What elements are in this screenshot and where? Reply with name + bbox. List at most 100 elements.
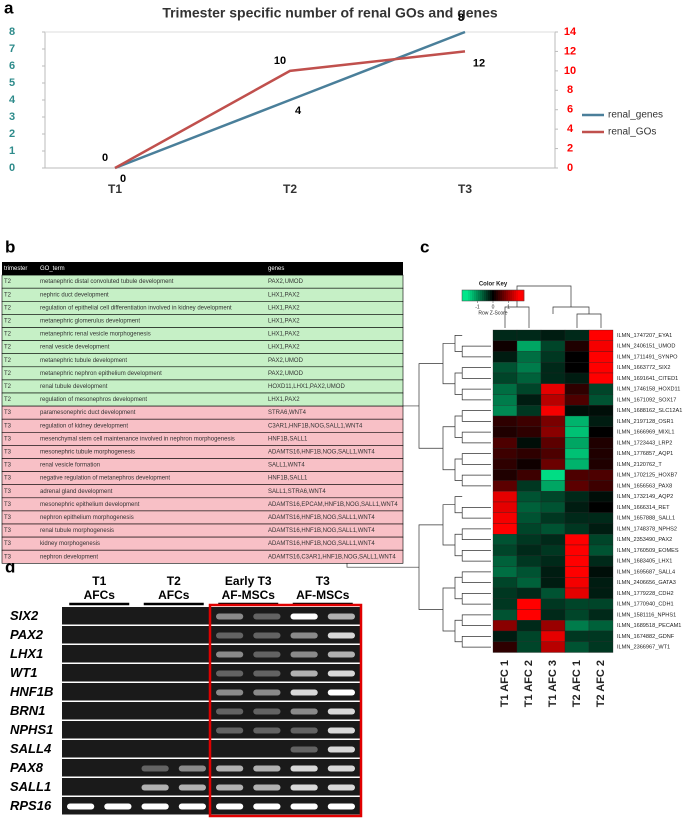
- table-cell: adrenal gland development: [40, 489, 113, 495]
- gene-label: PAX2: [10, 627, 44, 642]
- dendrogram: [442, 587, 455, 632]
- gene-label: SIX2: [10, 608, 39, 623]
- gel-band: [216, 670, 244, 677]
- dendrogram: [461, 410, 491, 422]
- heatmap-cell: [540, 415, 566, 427]
- heatmap-cell: [588, 598, 614, 610]
- key-swatch: [496, 290, 499, 301]
- dendrogram: [461, 528, 491, 540]
- heatmap-cell: [516, 405, 542, 417]
- table-cell: ADAMTS16,HNF1B,NOG,SALL1,WNT4: [268, 450, 375, 456]
- gel-band: [141, 784, 169, 791]
- table-cell: T2: [4, 384, 12, 390]
- heatmap-cell: [516, 566, 542, 578]
- heatmap-cell: [564, 512, 590, 524]
- heatmap-cell: [588, 383, 614, 395]
- heatmap-cell: [492, 329, 518, 341]
- heatmap-cell: [516, 329, 542, 341]
- panel-label: d: [5, 557, 15, 576]
- table-cell: LHX1,PAX2: [268, 319, 300, 325]
- gel-band: [253, 708, 281, 715]
- row-label: ILMN_2197128_OSR1: [617, 419, 674, 425]
- y2-tick-label: 4: [567, 123, 574, 135]
- heatmap-cell: [588, 641, 614, 653]
- y2-tick-label: 6: [567, 104, 573, 116]
- heatmap-cell: [540, 329, 566, 341]
- heatmap-cell: [516, 534, 542, 546]
- heatmap-cell: [516, 577, 542, 589]
- heatmap-cell: [588, 448, 614, 460]
- dendrogram: [442, 426, 455, 471]
- row-label: ILMN_1657888_SALL1: [617, 516, 675, 522]
- gene-label: WT1: [10, 665, 37, 680]
- heatmap-cell: [540, 566, 566, 578]
- panel-label: a: [4, 0, 14, 17]
- heatmap-cell: [540, 491, 566, 503]
- heatmap-cell: [492, 630, 518, 642]
- heatmap-cell: [564, 426, 590, 438]
- table-cell: T3: [4, 463, 12, 469]
- gel-band: [327, 632, 355, 639]
- group-label: AF-MSCs: [222, 588, 276, 602]
- heatmap-cell: [540, 620, 566, 632]
- gene-label: BRN1: [10, 703, 45, 718]
- table-cell: T3: [4, 410, 12, 416]
- table-cell: metanephric distal convoluted tubule dev…: [40, 279, 174, 285]
- heatmap-cell: [588, 555, 614, 567]
- key-swatch: [512, 290, 515, 301]
- gel-band: [216, 632, 244, 639]
- heatmap-cell: [588, 351, 614, 363]
- table-cell: PAX2,UMOD: [268, 358, 304, 364]
- table-header-bg: [2, 262, 403, 276]
- heatmap-cell: [564, 630, 590, 642]
- key-swatch: [492, 290, 495, 301]
- heatmap-cell: [588, 362, 614, 374]
- key-tick-label: -1: [475, 304, 480, 310]
- table-cell: LHX1,PAX2: [268, 292, 300, 298]
- heatmap-cell: [588, 523, 614, 535]
- heatmap-cell: [492, 351, 518, 363]
- heatmap-cell: [540, 383, 566, 395]
- row-label: ILMN_1760509_EOMES: [617, 548, 679, 554]
- heatmap-cell: [588, 426, 614, 438]
- heatmap-cell: [540, 555, 566, 567]
- dendrogram: [418, 524, 443, 610]
- heatmap-cell: [588, 630, 614, 642]
- table-cell: ADAMTS16,HNF1B,NOG,SALL1,WNT4: [268, 541, 375, 547]
- row-label: ILMN_2406656_GATA3: [617, 580, 676, 586]
- row-label: ILMN_1695687_SALL4: [617, 569, 675, 575]
- key-swatch: [480, 290, 483, 301]
- gel-band: [253, 689, 281, 696]
- group-label: AFCs: [84, 588, 116, 602]
- table-cell: kidney morphogenesis: [40, 541, 100, 547]
- series-line: [114, 50, 466, 170]
- dendrogram: [461, 593, 491, 605]
- key-swatch: [484, 290, 487, 301]
- heatmap-cell: [492, 620, 518, 632]
- key-swatch: [478, 290, 481, 301]
- key-swatch: [494, 290, 497, 301]
- table-cell: renal vesicle development: [40, 345, 110, 351]
- y2-tick-label: 12: [564, 45, 576, 57]
- heatmap-cell: [516, 448, 542, 460]
- dendrogram: [418, 363, 443, 449]
- table-cell: ADAMTS16,C3AR1,HNF1B,NOG,SALL1,WNT4: [268, 554, 396, 560]
- table-cell: LHX1,PAX2: [268, 305, 300, 311]
- column-label: T1 AFC 2: [523, 660, 535, 707]
- heatmap-cell: [492, 544, 518, 556]
- heatmap-cell: [492, 394, 518, 406]
- gel-band: [290, 651, 318, 658]
- gel-band: [290, 708, 318, 715]
- table-cell: PAX2,UMOD: [268, 371, 304, 377]
- row-label: ILMN_1689518_PECAM1: [617, 623, 681, 629]
- heatmap-cell: [516, 501, 542, 513]
- y2-tick-label: 2: [567, 142, 573, 154]
- heatmap-cell: [492, 501, 518, 513]
- heatmap-cell: [588, 340, 614, 352]
- heatmap-cell: [564, 609, 590, 621]
- table-cell: nephric duct development: [40, 292, 109, 298]
- table-cell: metanephric tubule development: [40, 358, 127, 364]
- heatmap-cell: [516, 351, 542, 363]
- heatmap-cell: [492, 340, 518, 352]
- y-tick-label: 0: [9, 162, 15, 174]
